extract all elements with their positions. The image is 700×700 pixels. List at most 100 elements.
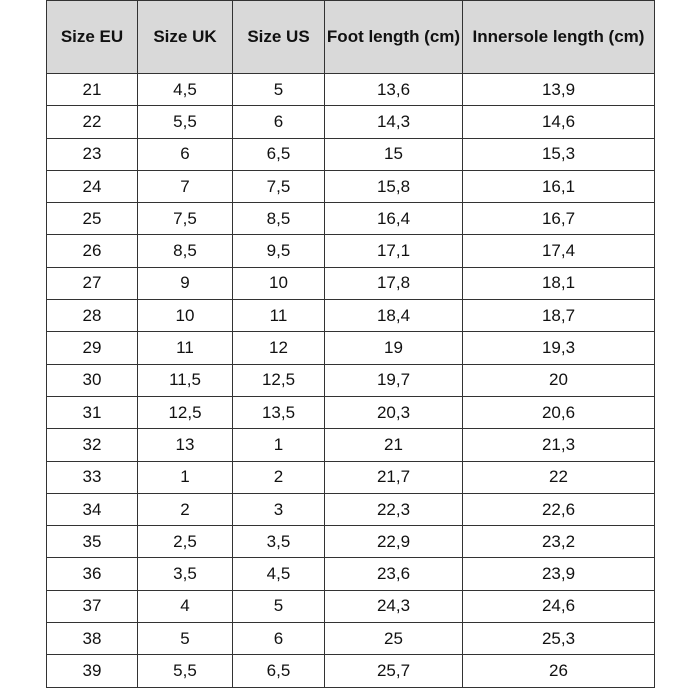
cell-size-us: 8,5 (232, 202, 325, 236)
cell-size-us: 12 (232, 331, 325, 365)
cell-innersole-length: 17,4 (462, 234, 655, 268)
table-row: 29 11 12 19 19,3 (46, 331, 655, 365)
table-row: 25 7,5 8,5 16,4 16,7 (46, 202, 655, 236)
table-row: 37 4 5 24,3 24,6 (46, 589, 655, 624)
cell-foot-length: 19,7 (324, 363, 463, 397)
table-row: 35 2,5 3,5 22,9 23,2 (46, 525, 655, 559)
header-size-us: Size US (232, 0, 325, 74)
cell-size-eu: 29 (46, 331, 138, 365)
cell-innersole-length: 14,6 (462, 105, 655, 139)
cell-size-uk: 10 (137, 299, 233, 333)
cell-size-us: 3,5 (232, 525, 325, 559)
table-row: 39 5,5 6,5 25,7 26 (46, 654, 655, 688)
cell-size-uk: 1 (137, 460, 233, 494)
cell-size-eu: 37 (46, 589, 138, 624)
table-row: 36 3,5 4,5 23,6 23,9 (46, 557, 655, 591)
cell-foot-length: 21 (324, 428, 463, 462)
cell-size-us: 11 (232, 299, 325, 333)
table-row: 31 12,5 13,5 20,3 20,6 (46, 395, 655, 430)
cell-size-uk: 9 (137, 266, 233, 301)
cell-innersole-length: 16,7 (462, 202, 655, 236)
cell-size-eu: 24 (46, 169, 138, 204)
table-row: 38 5 6 25 25,3 (46, 622, 655, 656)
cell-size-us: 12,5 (232, 363, 325, 397)
cell-size-us: 3 (232, 492, 325, 527)
cell-size-uk: 5 (137, 622, 233, 656)
table-row: 32 13 1 21 21,3 (46, 428, 655, 462)
cell-size-us: 6,5 (232, 654, 325, 688)
cell-size-eu: 25 (46, 202, 138, 236)
cell-size-us: 5 (232, 589, 325, 624)
cell-foot-length: 16,4 (324, 202, 463, 236)
cell-foot-length: 22,3 (324, 492, 463, 527)
table-row: 30 11,5 12,5 19,7 20 (46, 363, 655, 397)
cell-size-us: 10 (232, 266, 325, 301)
table-row: 34 2 3 22,3 22,6 (46, 492, 655, 527)
table-row: 22 5,5 6 14,3 14,6 (46, 105, 655, 139)
cell-size-uk: 3,5 (137, 557, 233, 591)
cell-size-uk: 7,5 (137, 202, 233, 236)
cell-size-uk: 8,5 (137, 234, 233, 268)
header-row: Size EU Size UK Size US Foot length (cm)… (46, 0, 655, 74)
cell-size-eu: 38 (46, 622, 138, 656)
cell-size-eu: 36 (46, 557, 138, 591)
cell-size-us: 6,5 (232, 137, 325, 171)
cell-size-uk: 2 (137, 492, 233, 527)
cell-innersole-length: 24,6 (462, 589, 655, 624)
header-innersole-length: Innersole length (cm) (462, 0, 655, 74)
table-row: 26 8,5 9,5 17,1 17,4 (46, 234, 655, 268)
cell-size-us: 13,5 (232, 395, 325, 430)
cell-size-eu: 21 (46, 72, 138, 107)
cell-size-us: 7,5 (232, 169, 325, 204)
cell-innersole-length: 23,9 (462, 557, 655, 591)
cell-innersole-length: 22 (462, 460, 655, 494)
cell-size-eu: 28 (46, 299, 138, 333)
cell-size-uk: 13 (137, 428, 233, 462)
table-row: 28 10 11 18,4 18,7 (46, 299, 655, 333)
cell-size-eu: 26 (46, 234, 138, 268)
cell-foot-length: 22,9 (324, 525, 463, 559)
cell-innersole-length: 20 (462, 363, 655, 397)
cell-foot-length: 25,7 (324, 654, 463, 688)
cell-size-uk: 12,5 (137, 395, 233, 430)
cell-size-uk: 5,5 (137, 654, 233, 688)
cell-foot-length: 24,3 (324, 589, 463, 624)
cell-innersole-length: 13,9 (462, 72, 655, 107)
cell-size-uk: 2,5 (137, 525, 233, 559)
cell-size-us: 1 (232, 428, 325, 462)
cell-size-uk: 6 (137, 137, 233, 171)
cell-size-eu: 31 (46, 395, 138, 430)
cell-foot-length: 23,6 (324, 557, 463, 591)
cell-innersole-length: 23,2 (462, 525, 655, 559)
header-size-uk: Size UK (137, 0, 233, 74)
cell-innersole-length: 22,6 (462, 492, 655, 527)
cell-size-us: 4,5 (232, 557, 325, 591)
cell-size-eu: 39 (46, 654, 138, 688)
header-foot-length: Foot length (cm) (324, 0, 463, 74)
cell-size-uk: 4 (137, 589, 233, 624)
cell-size-uk: 11 (137, 331, 233, 365)
cell-foot-length: 17,1 (324, 234, 463, 268)
cell-foot-length: 25 (324, 622, 463, 656)
cell-innersole-length: 16,1 (462, 169, 655, 204)
cell-innersole-length: 15,3 (462, 137, 655, 171)
cell-size-eu: 34 (46, 492, 138, 527)
cell-size-uk: 4,5 (137, 72, 233, 107)
cell-innersole-length: 19,3 (462, 331, 655, 365)
cell-size-eu: 23 (46, 137, 138, 171)
cell-innersole-length: 25,3 (462, 622, 655, 656)
cell-innersole-length: 18,7 (462, 299, 655, 333)
header-size-eu: Size EU (46, 0, 138, 74)
cell-size-us: 6 (232, 622, 325, 656)
cell-size-us: 6 (232, 105, 325, 139)
cell-size-eu: 32 (46, 428, 138, 462)
table-row: 24 7 7,5 15,8 16,1 (46, 169, 655, 204)
cell-foot-length: 13,6 (324, 72, 463, 107)
cell-size-eu: 30 (46, 363, 138, 397)
size-chart-table: Size EU Size UK Size US Foot length (cm)… (46, 0, 655, 688)
table-row: 27 9 10 17,8 18,1 (46, 266, 655, 301)
cell-foot-length: 15,8 (324, 169, 463, 204)
table-row: 33 1 2 21,7 22 (46, 460, 655, 494)
cell-foot-length: 20,3 (324, 395, 463, 430)
cell-size-uk: 11,5 (137, 363, 233, 397)
